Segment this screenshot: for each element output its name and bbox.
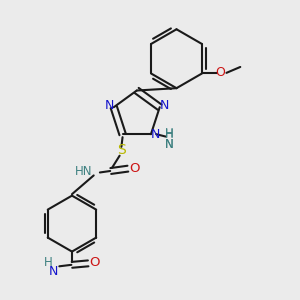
Text: N: N xyxy=(165,138,174,151)
Text: O: O xyxy=(216,66,226,80)
Text: H: H xyxy=(44,256,53,269)
Text: N: N xyxy=(159,99,169,112)
Text: H: H xyxy=(165,128,174,141)
Text: H: H xyxy=(165,127,174,140)
Text: N: N xyxy=(49,265,58,278)
Text: N: N xyxy=(165,138,174,151)
Text: O: O xyxy=(130,162,140,175)
Text: HN: HN xyxy=(75,164,92,178)
Text: S: S xyxy=(117,143,125,158)
Text: N: N xyxy=(105,99,114,112)
Text: N: N xyxy=(151,128,160,141)
Text: O: O xyxy=(89,256,100,269)
